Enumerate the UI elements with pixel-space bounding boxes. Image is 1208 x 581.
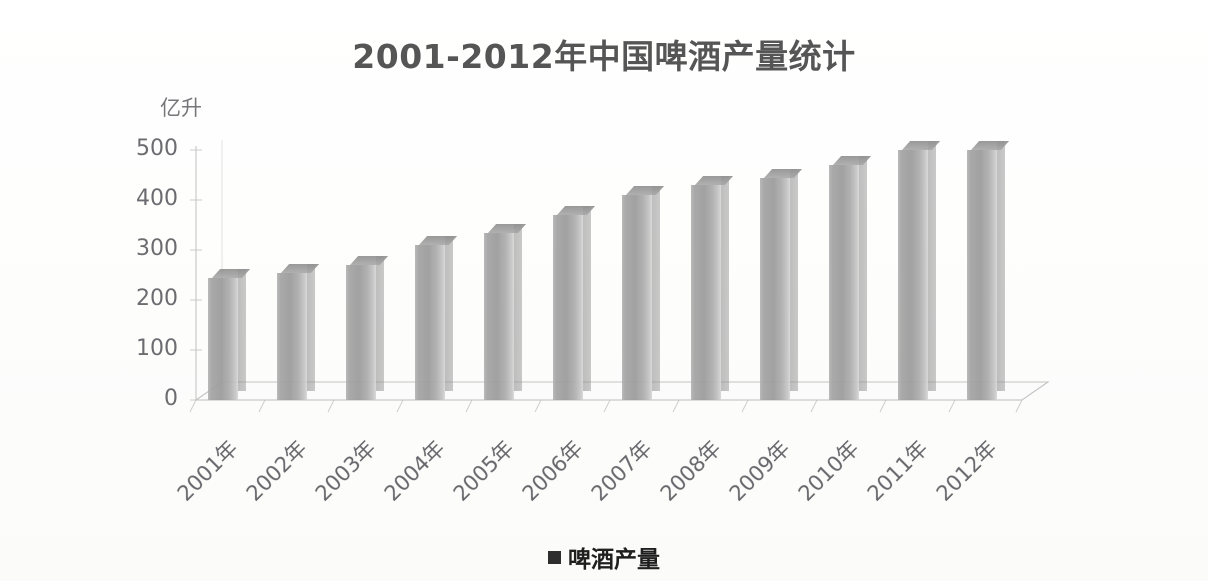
x-axis-tick-label: 2002年	[241, 436, 312, 506]
bar-column[interactable]	[553, 215, 583, 400]
y-axis-tick-label: 200	[136, 286, 178, 311]
bar-side-face	[376, 256, 384, 391]
x-axis-tick-label: 2011年	[862, 436, 933, 506]
bar-column[interactable]	[208, 277, 238, 400]
bar-column[interactable]	[967, 150, 997, 400]
x-axis-tick-label: 2008年	[655, 436, 726, 506]
x-axis-tick-label: 2005年	[448, 436, 519, 506]
bar-side-face	[652, 186, 660, 391]
chart-legend: 啤酒产量	[0, 540, 1208, 574]
bar-column[interactable]	[484, 232, 514, 400]
bar-side-face	[583, 206, 591, 391]
bar-column[interactable]	[898, 150, 928, 400]
bar-side-face	[859, 156, 867, 391]
bar-column[interactable]	[829, 165, 859, 400]
bar-column[interactable]	[760, 177, 790, 400]
legend-series-label: 啤酒产量	[568, 547, 660, 573]
bar-column[interactable]	[277, 272, 307, 400]
y-axis-tick-label: 300	[136, 236, 178, 261]
x-axis-tick-label: 2004年	[379, 436, 450, 506]
x-axis-tick-label: 2010年	[793, 436, 864, 506]
legend-swatch-icon	[548, 550, 561, 564]
bar-column[interactable]	[346, 265, 376, 400]
y-axis-unit-label: 亿升	[160, 96, 202, 120]
y-axis-tick-label: 0	[164, 386, 178, 411]
bar-column[interactable]	[415, 245, 445, 400]
x-axis-tick-label: 2009年	[724, 436, 795, 506]
y-axis-tick-label: 400	[136, 186, 178, 211]
bar-side-face	[997, 141, 1005, 391]
x-axis-tick-label: 2006年	[517, 436, 588, 506]
y-axis-tick-label: 500	[136, 136, 178, 161]
x-axis-tick-label: 2012年	[931, 436, 1002, 506]
x-axis-tick-label: 2003年	[310, 436, 381, 506]
bar-column[interactable]	[691, 185, 721, 400]
chart-title: 2001-2012年中国啤酒产量统计	[352, 37, 856, 76]
x-axis-tick-label: 2007年	[586, 436, 657, 506]
bar-side-face	[790, 168, 798, 391]
bar-side-face	[514, 223, 522, 391]
y-axis-tick-label: 100	[136, 336, 178, 361]
bar-side-face	[307, 263, 315, 391]
bar-side-face	[721, 176, 729, 391]
x-axis-tick-label: 2001年	[172, 436, 243, 506]
bar-side-face	[445, 236, 453, 391]
bar-side-face	[238, 268, 246, 391]
bar-side-face	[928, 141, 936, 391]
bar-column[interactable]	[622, 195, 652, 400]
